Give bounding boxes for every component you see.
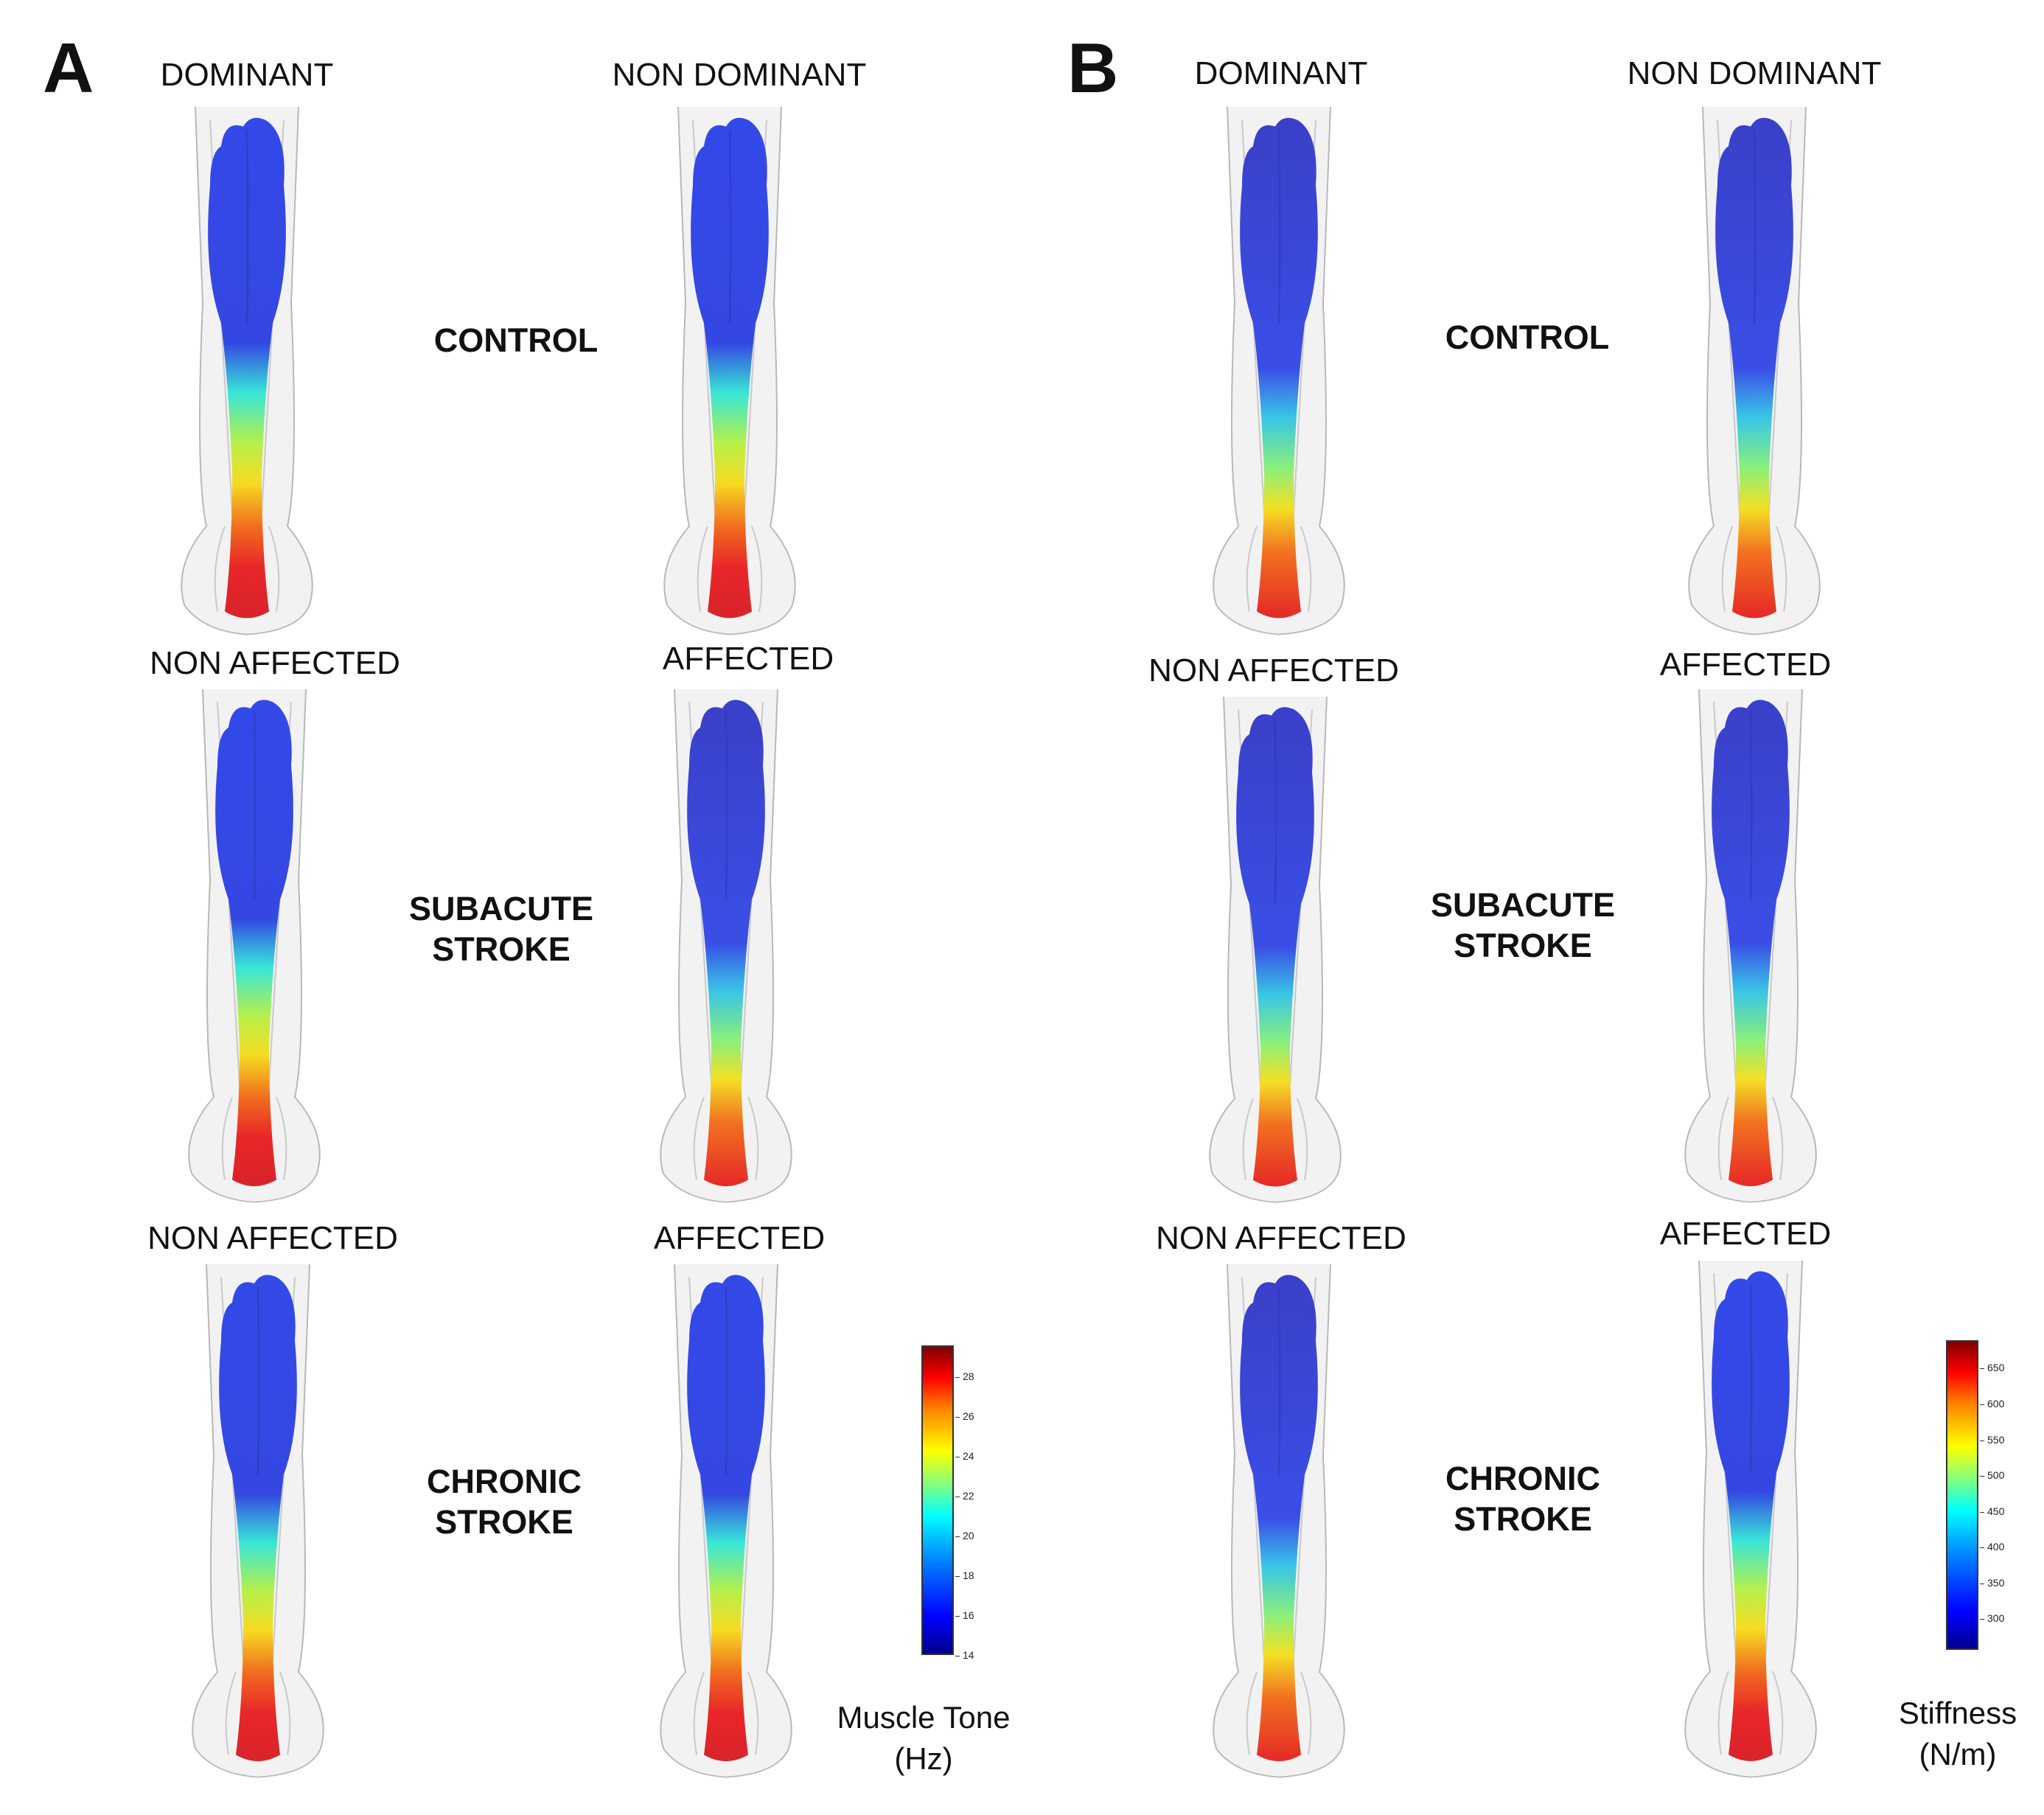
group-label-line: STROKE <box>1454 927 1592 964</box>
colorbar-tick: 450 <box>1980 1506 2004 1516</box>
panel-b-chronic-left-label: NON AFFECTED <box>1156 1220 1406 1256</box>
colorbar-tick: 24 <box>955 1451 974 1461</box>
panel-a-control-left-label: DOMINANT <box>160 57 334 93</box>
scale-title-line: (Hz) <box>894 1741 953 1776</box>
panel-b-scale-title: Stiffness (N/m) <box>1899 1693 2017 1775</box>
panel-a-control-dominant-heatmap <box>181 107 313 635</box>
colorbar-tick: 550 <box>1980 1435 2004 1445</box>
colorbar-tick: 350 <box>1980 1578 2004 1588</box>
panel-b-subacute-left-label: NON AFFECTED <box>1148 652 1399 689</box>
panel-b-chronic-affected-heatmap <box>1684 1261 1817 1778</box>
colorbar-tick: 20 <box>955 1530 974 1541</box>
group-label-line: CHRONIC <box>427 1463 582 1500</box>
group-label-line: SUBACUTE <box>1430 886 1616 924</box>
panel-a-subacute-right-label: AFFECTED <box>662 641 834 677</box>
panel-b-chronic-label: CHRONIC STROKE <box>1445 1458 1600 1539</box>
group-label-line: CONTROL <box>433 321 599 359</box>
panel-b-subacute-affected-heatmap <box>1684 689 1817 1203</box>
panel-a-control-label: CONTROL <box>434 320 598 360</box>
scale-title-line: Stiffness <box>1898 1696 2017 1730</box>
colorbar-tick: 500 <box>1980 1470 2004 1480</box>
colorbar-tick: 600 <box>1980 1398 2004 1409</box>
colorbar-tick: 18 <box>955 1570 974 1581</box>
colorbar-tick: 14 <box>955 1650 974 1660</box>
panel-a-chronic-left-label: NON AFFECTED <box>147 1220 398 1256</box>
scale-title-line: (N/m) <box>1919 1737 1997 1772</box>
colorbar-tick: 26 <box>955 1411 974 1421</box>
panel-b-control-label: CONTROL <box>1445 317 1609 358</box>
panel-b-chronic-nonaffected-heatmap <box>1213 1264 1345 1778</box>
panel-b-subacute-label: SUBACUTE STROKE <box>1431 885 1615 966</box>
group-label-line: STROKE <box>432 930 571 968</box>
colorbar-tick: 28 <box>955 1371 974 1382</box>
panel-b-control-dominant-heatmap <box>1213 107 1345 635</box>
panel-b-subacute-right-label: AFFECTED <box>1659 647 1832 683</box>
scale-title-line: Muscle Tone <box>837 1700 1011 1735</box>
panel-a-scale-title: Muscle Tone (Hz) <box>837 1697 1010 1780</box>
group-label-line: CHRONIC <box>1445 1460 1600 1497</box>
panel-b-colorbar <box>1946 1340 1978 1650</box>
panel-b-subacute-nonaffected-heatmap <box>1209 697 1342 1203</box>
panel-a-letter: A <box>43 29 94 108</box>
group-label-line: STROKE <box>435 1503 573 1541</box>
panel-a-chronic-label: CHRONIC STROKE <box>427 1461 582 1542</box>
colorbar-tick: 22 <box>955 1491 974 1501</box>
panel-a-subacute-nonaffected-heatmap <box>188 689 321 1203</box>
colorbar-tick: 16 <box>955 1610 974 1620</box>
panel-a-control-right-label: NON DOMINANT <box>612 57 867 93</box>
colorbar-tick: 650 <box>1980 1362 2004 1373</box>
panel-b-chronic-right-label: AFFECTED <box>1659 1216 1832 1252</box>
group-label-line: STROKE <box>1454 1500 1592 1538</box>
panel-a-subacute-affected-heatmap <box>660 689 792 1203</box>
colorbar-tick: 400 <box>1980 1541 2004 1552</box>
panel-b-control-nondominant-heatmap <box>1688 107 1821 635</box>
panel-a-control-nondominant-heatmap <box>663 107 796 635</box>
panel-a-subacute-label: SUBACUTE STROKE <box>409 888 593 969</box>
panel-a-colorbar-ticks: 28 26 24 22 20 18 16 14 <box>955 1371 1000 1660</box>
group-label-line: SUBACUTE <box>408 890 594 927</box>
panel-a-colorbar <box>921 1345 954 1655</box>
panel-a-chronic-nonaffected-heatmap <box>192 1264 324 1778</box>
panel-a-subacute-left-label: NON AFFECTED <box>150 645 400 681</box>
panel-a-chronic-right-label: AFFECTED <box>653 1220 826 1256</box>
group-label-line: CONTROL <box>1445 318 1610 356</box>
panel-b-control-right-label: NON DOMINANT <box>1627 55 1882 91</box>
panel-b-colorbar-ticks: 650 600 550 500 450 400 350 300 <box>1980 1362 2024 1642</box>
panel-b-letter: B <box>1067 29 1119 108</box>
colorbar-tick: 300 <box>1980 1613 2004 1623</box>
panel-b-control-left-label: DOMINANT <box>1194 55 1368 91</box>
panel-a-chronic-affected-heatmap <box>660 1264 792 1778</box>
